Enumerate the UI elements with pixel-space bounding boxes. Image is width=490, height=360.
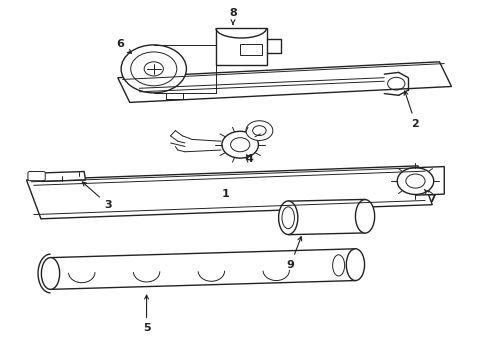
Text: 3: 3 (82, 182, 112, 210)
Text: 1: 1 (222, 189, 230, 199)
Polygon shape (416, 167, 444, 195)
Text: 7: 7 (424, 189, 436, 204)
Circle shape (397, 168, 434, 194)
Ellipse shape (279, 201, 298, 234)
Ellipse shape (41, 258, 60, 289)
Text: 8: 8 (229, 9, 237, 24)
Polygon shape (118, 62, 451, 102)
Circle shape (121, 45, 186, 93)
Text: 5: 5 (143, 295, 150, 333)
FancyBboxPatch shape (28, 171, 45, 181)
Polygon shape (216, 28, 267, 66)
Circle shape (222, 131, 258, 158)
Text: 2: 2 (404, 91, 419, 129)
Polygon shape (50, 249, 355, 289)
Polygon shape (288, 199, 365, 235)
Text: 9: 9 (287, 237, 302, 270)
Circle shape (246, 121, 273, 140)
Polygon shape (26, 166, 432, 219)
Ellipse shape (346, 249, 365, 280)
Text: 6: 6 (116, 39, 131, 53)
Text: 4: 4 (246, 154, 254, 164)
Polygon shape (41, 171, 86, 181)
Ellipse shape (355, 199, 375, 233)
Bar (240, 44, 262, 55)
